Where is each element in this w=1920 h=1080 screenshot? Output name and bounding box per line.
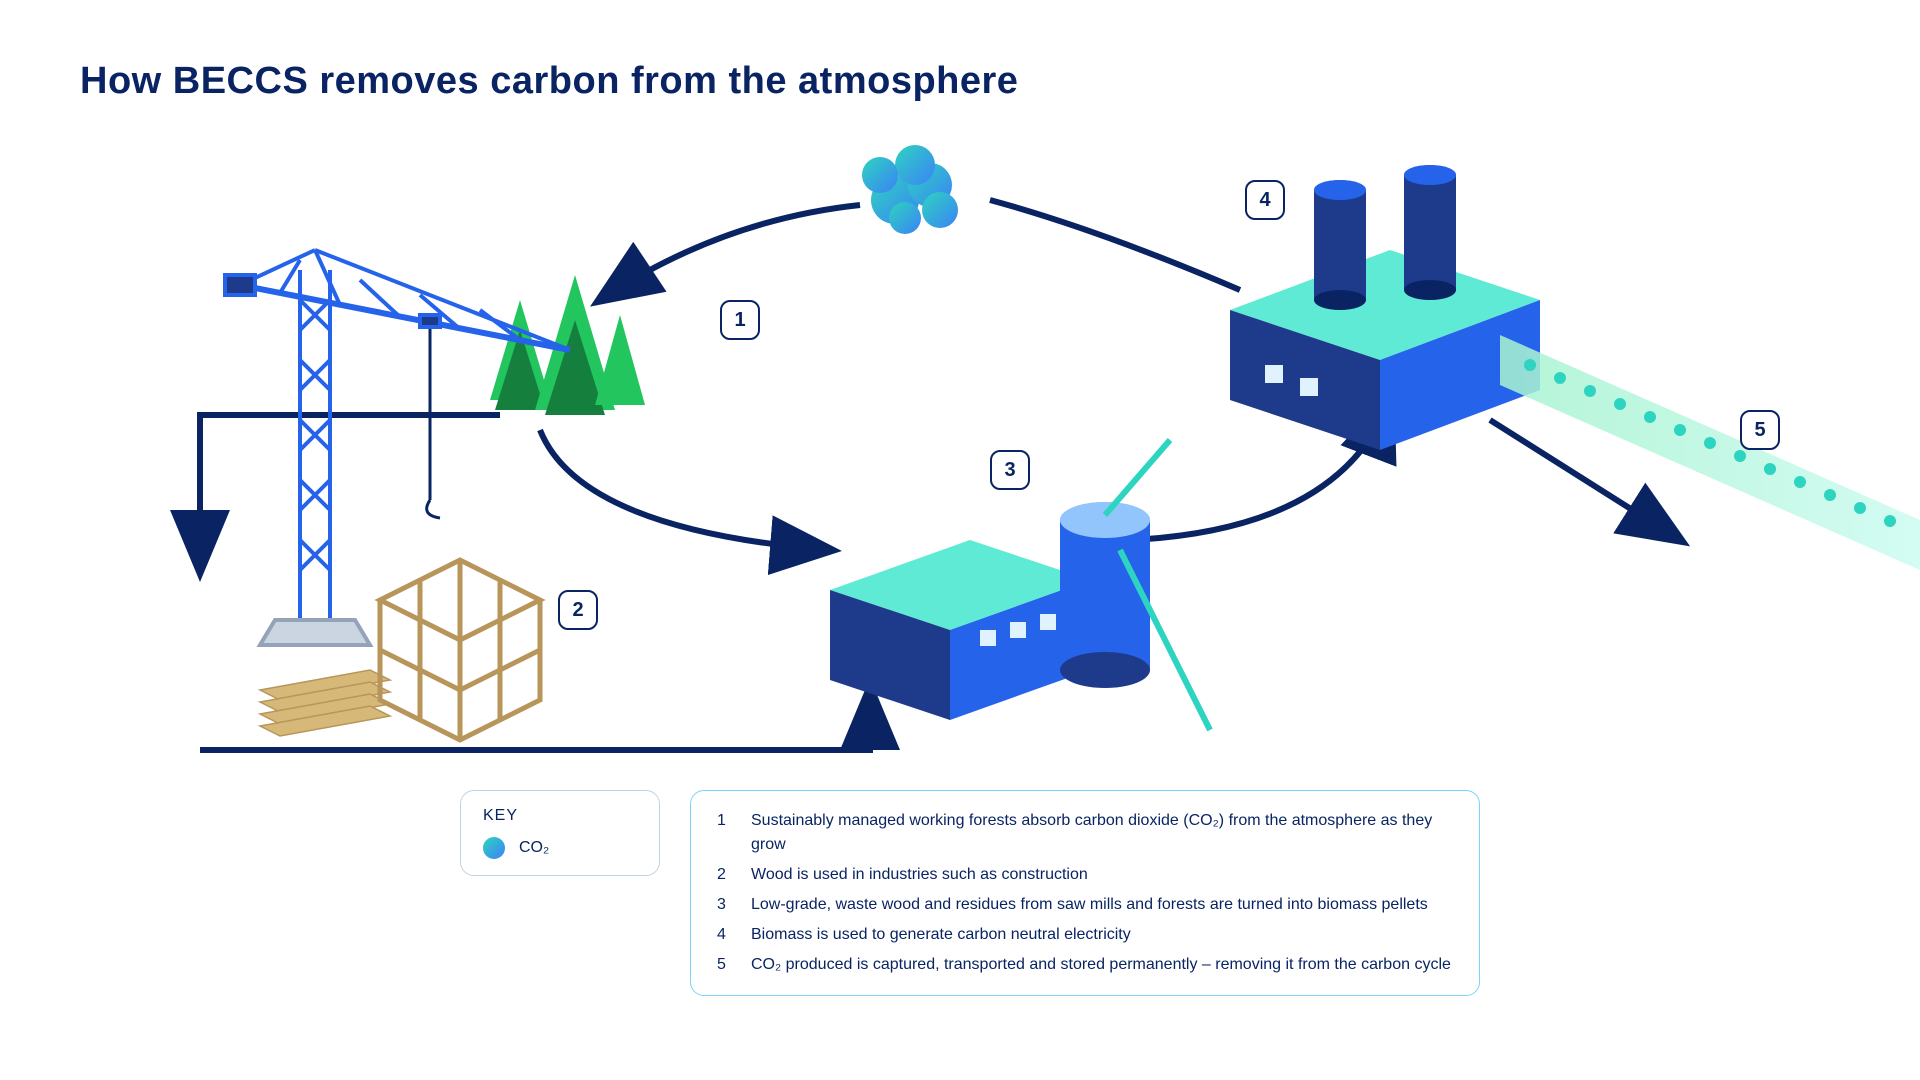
step-badge-5: 5 [1740,410,1780,450]
legend-text: Low-grade, waste wood and residues from … [751,893,1453,917]
legend-num: 5 [717,953,733,977]
legend-row: 5 CO₂ produced is captured, transported a… [717,953,1453,977]
legend-text: Wood is used in industries such as const… [751,863,1453,887]
pipeline-icon [1500,335,1920,570]
legend-row: 3 Low-grade, waste wood and residues from… [717,893,1453,917]
step-badge-3: 3 [990,450,1030,490]
legend-text: Sustainably managed working forests abso… [751,809,1453,857]
step-badge-4: 4 [1245,180,1285,220]
legend-row: 2 Wood is used in industries such as cons… [717,863,1453,887]
step-badge-2: 2 [558,590,598,630]
legend-text: CO₂ produced is captured, transported an… [751,953,1453,977]
legend-num: 2 [717,863,733,887]
co2-cluster-icon [862,145,958,234]
legend-num: 3 [717,893,733,917]
co2-dot-icon [483,837,505,859]
legend-row: 1 Sustainably managed working forests abs… [717,809,1453,857]
step-badge-1: 1 [720,300,760,340]
key-label: CO₂ [519,839,549,857]
legend-num: 4 [717,923,733,947]
frame-cube-icon [380,560,540,740]
lumber-stack-icon [260,670,390,736]
key-box: KEY CO₂ [460,790,660,876]
legend-num: 1 [717,809,733,857]
legend-row: 4 Biomass is used to generate carbon neut… [717,923,1453,947]
trees-icon [490,275,645,415]
legend-text: Biomass is used to generate carbon neutr… [751,923,1453,947]
key-title: KEY [483,807,637,825]
legend-box: 1 Sustainably managed working forests abs… [690,790,1480,996]
